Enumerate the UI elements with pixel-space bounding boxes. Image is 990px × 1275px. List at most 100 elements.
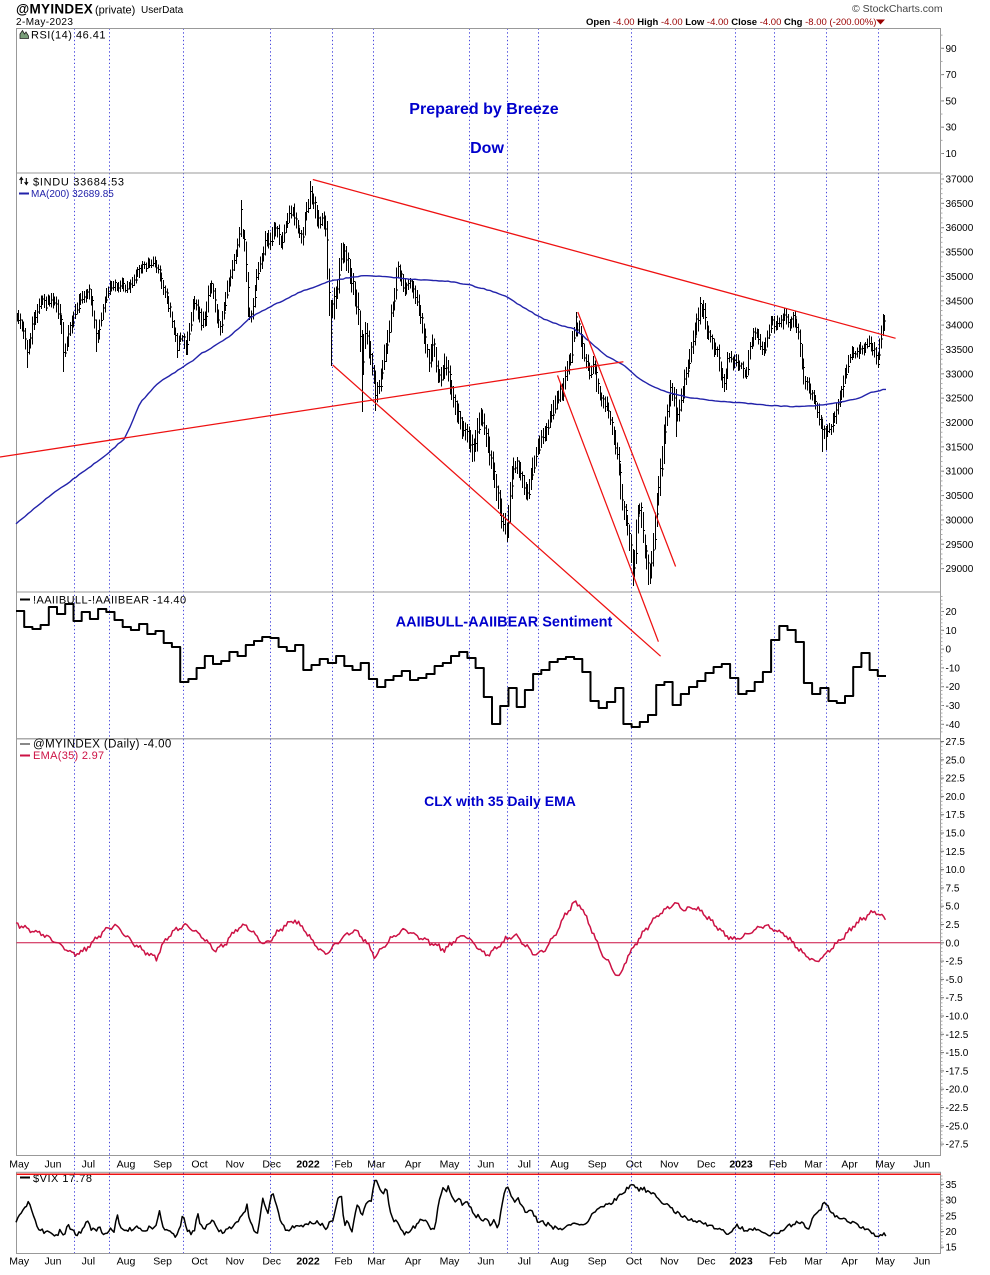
svg-text:-20: -20 xyxy=(946,682,961,693)
svg-text:29000: 29000 xyxy=(946,564,974,575)
svg-text:10: 10 xyxy=(946,149,958,160)
svg-text:Aug: Aug xyxy=(550,1158,569,1170)
svg-text:Jun: Jun xyxy=(45,1158,62,1170)
svg-text:33500: 33500 xyxy=(946,345,974,356)
svg-text:30: 30 xyxy=(946,123,958,134)
svg-text:$INDU 33684.53: $INDU 33684.53 xyxy=(33,177,125,189)
svg-text:2.5: 2.5 xyxy=(946,920,960,931)
svg-text:Jun: Jun xyxy=(913,1158,930,1170)
svg-text:32500: 32500 xyxy=(946,394,974,405)
svg-text:Feb: Feb xyxy=(769,1255,787,1267)
svg-text:Prepared by Breeze: Prepared by Breeze xyxy=(409,101,559,118)
svg-text:Dow: Dow xyxy=(470,140,504,157)
svg-text:35: 35 xyxy=(946,1180,958,1191)
svg-text:May: May xyxy=(875,1255,896,1267)
svg-text:29500: 29500 xyxy=(946,540,974,551)
svg-text:2023: 2023 xyxy=(729,1255,753,1267)
svg-text:0.0: 0.0 xyxy=(946,938,960,949)
svg-text:15: 15 xyxy=(946,1243,958,1254)
svg-text:AAIIBULL-AAIIBEAR Sentiment: AAIIBULL-AAIIBEAR Sentiment xyxy=(396,615,613,631)
svg-text:Apr: Apr xyxy=(405,1158,422,1170)
svg-text:Jul: Jul xyxy=(82,1158,95,1170)
svg-text:Feb: Feb xyxy=(334,1255,352,1267)
svg-text:36500: 36500 xyxy=(946,199,974,210)
svg-text:-15.0: -15.0 xyxy=(946,1048,969,1059)
svg-text:35500: 35500 xyxy=(946,248,974,259)
svg-text:Nov: Nov xyxy=(225,1255,244,1267)
svg-text:Aug: Aug xyxy=(550,1255,569,1267)
svg-text:20.0: 20.0 xyxy=(946,792,966,803)
svg-text:7.5: 7.5 xyxy=(946,883,960,894)
svg-text:10.0: 10.0 xyxy=(946,865,966,876)
svg-text:2022: 2022 xyxy=(296,1255,320,1267)
svg-text:$VIX 17.78: $VIX 17.78 xyxy=(33,1173,92,1185)
svg-text:31500: 31500 xyxy=(946,442,974,453)
svg-text:UserData: UserData xyxy=(141,5,184,16)
svg-text:Nov: Nov xyxy=(660,1158,679,1170)
svg-text:@MYINDEX: @MYINDEX xyxy=(16,2,93,17)
svg-text:35000: 35000 xyxy=(946,272,974,283)
svg-text:(private): (private) xyxy=(95,5,135,17)
svg-text:© StockCharts.com: © StockCharts.com xyxy=(852,3,943,15)
svg-text:Jun: Jun xyxy=(45,1255,62,1267)
svg-text:Sep: Sep xyxy=(588,1158,607,1170)
svg-text:May: May xyxy=(9,1255,30,1267)
svg-text:27.5: 27.5 xyxy=(946,737,966,748)
svg-text:Jul: Jul xyxy=(82,1255,95,1267)
svg-text:Jun: Jun xyxy=(477,1158,494,1170)
svg-text:May: May xyxy=(875,1158,896,1170)
svg-text:Apr: Apr xyxy=(841,1255,858,1267)
svg-text:34000: 34000 xyxy=(946,321,974,332)
svg-text:70: 70 xyxy=(946,70,958,81)
svg-text:37000: 37000 xyxy=(946,175,974,186)
svg-text:36000: 36000 xyxy=(946,223,974,234)
svg-text:Mar: Mar xyxy=(804,1158,823,1170)
svg-text:25.0: 25.0 xyxy=(946,755,966,766)
svg-text:5.0: 5.0 xyxy=(946,902,960,913)
svg-text:Jun: Jun xyxy=(477,1255,494,1267)
svg-text:Sep: Sep xyxy=(153,1255,172,1267)
svg-text:May: May xyxy=(440,1255,461,1267)
svg-text:May: May xyxy=(440,1158,461,1170)
svg-text:May: May xyxy=(9,1158,30,1170)
svg-text:-40: -40 xyxy=(946,720,961,731)
svg-text:Aug: Aug xyxy=(117,1158,136,1170)
svg-text:Dec: Dec xyxy=(697,1158,716,1170)
svg-text:25: 25 xyxy=(946,1211,958,1222)
svg-text:Open -4.00 High -4.00 Low -4.0: Open -4.00 High -4.00 Low -4.00 Close -4… xyxy=(586,17,876,28)
svg-text:Oct: Oct xyxy=(626,1255,642,1267)
svg-text:Nov: Nov xyxy=(225,1158,244,1170)
svg-text:Jul: Jul xyxy=(518,1158,531,1170)
svg-text:Dec: Dec xyxy=(262,1158,281,1170)
svg-text:EMA(35) 2.97: EMA(35) 2.97 xyxy=(33,750,104,762)
svg-text:-30: -30 xyxy=(946,701,961,712)
svg-text:Aug: Aug xyxy=(117,1255,136,1267)
svg-text:-5.0: -5.0 xyxy=(946,975,964,986)
svg-text:15.0: 15.0 xyxy=(946,829,966,840)
svg-text:2023: 2023 xyxy=(729,1158,753,1170)
svg-text:30000: 30000 xyxy=(946,515,974,526)
svg-text:Jun: Jun xyxy=(913,1255,930,1267)
svg-text:-17.5: -17.5 xyxy=(946,1066,969,1077)
svg-text:20: 20 xyxy=(946,1227,958,1238)
svg-text:90: 90 xyxy=(946,44,958,55)
svg-text:Sep: Sep xyxy=(588,1255,607,1267)
svg-text:30500: 30500 xyxy=(946,491,974,502)
svg-text:Oct: Oct xyxy=(626,1158,642,1170)
svg-text:Oct: Oct xyxy=(191,1255,207,1267)
svg-text:2-May-2023: 2-May-2023 xyxy=(16,17,73,28)
svg-text:Mar: Mar xyxy=(367,1255,386,1267)
svg-text:-10.0: -10.0 xyxy=(946,1012,969,1023)
svg-text:@MYINDEX (Daily) -4.00: @MYINDEX (Daily) -4.00 xyxy=(33,739,172,751)
svg-text:-12.5: -12.5 xyxy=(946,1030,969,1041)
svg-text:-7.5: -7.5 xyxy=(946,993,964,1004)
svg-text:20: 20 xyxy=(946,607,958,618)
svg-text:10: 10 xyxy=(946,626,958,637)
svg-text:-10: -10 xyxy=(946,663,961,674)
svg-text:Mar: Mar xyxy=(804,1255,823,1267)
svg-text:50: 50 xyxy=(946,96,958,107)
svg-text:33000: 33000 xyxy=(946,369,974,380)
svg-text:-22.5: -22.5 xyxy=(946,1103,969,1114)
svg-text:Nov: Nov xyxy=(660,1255,679,1267)
svg-text:Feb: Feb xyxy=(769,1158,787,1170)
